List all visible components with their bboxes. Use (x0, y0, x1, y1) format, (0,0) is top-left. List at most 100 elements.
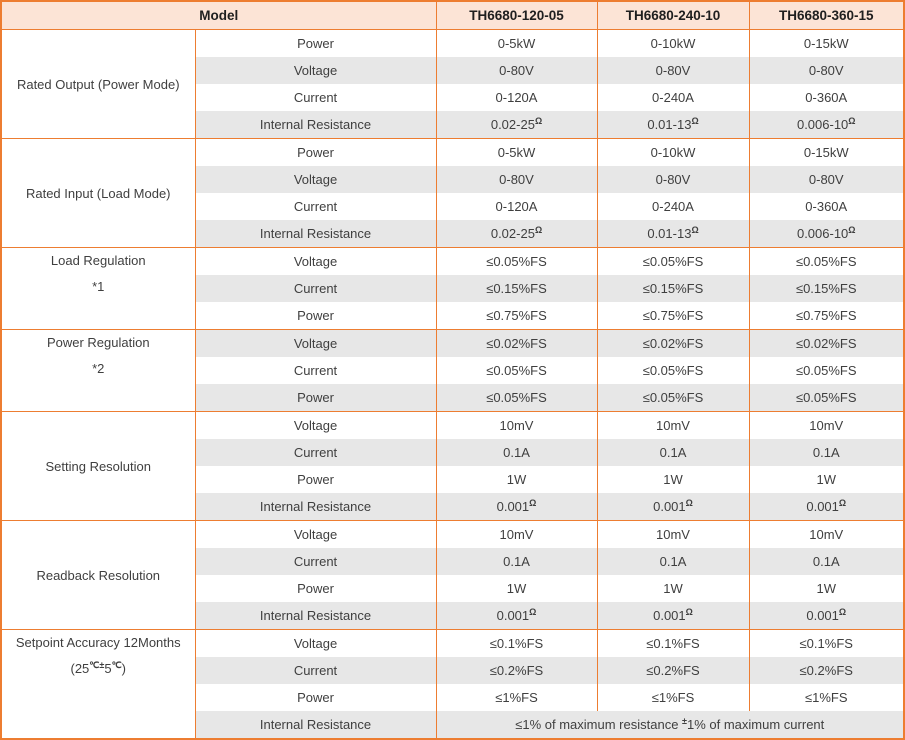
value-cell: ≤0.05%FS (596, 357, 750, 384)
value-cell: 0-5kW (435, 138, 598, 166)
table-row: Current ≤0.2%FS ≤0.2%FS ≤0.2%FS (1, 657, 905, 684)
value-cell: ≤0.02%FS (596, 329, 750, 357)
value-cell: 0-10kW (596, 138, 750, 166)
param-cell: Voltage (194, 520, 437, 548)
value-cell: 0.001Ω (596, 493, 750, 521)
param-cell: Power (194, 684, 437, 711)
table-row: Readback Resolution Voltage 10mV 10mV 10… (0, 520, 905, 630)
param-cell: Internal Resistance (194, 602, 437, 630)
param-cell: Current (194, 84, 437, 111)
param-cell: Voltage (194, 57, 437, 84)
table-row: Current 0.1A 0.1A 0.1A (1, 548, 905, 575)
value-cell: 0.02-25Ω (435, 111, 598, 139)
value-cell: 0-80V (435, 166, 598, 193)
model-column-2: TH6680-240-10 (596, 1, 750, 30)
group-label-rated-input: Rated Input (Load Mode) (0, 138, 196, 248)
table-row: Current 0-120A 0-240A 0-360A (1, 84, 905, 111)
value-cell: ≤0.05%FS (435, 384, 598, 412)
group-label-load-regulation: Load Regulation *1 (0, 247, 196, 330)
value-cell: ≤0.05%FS (596, 247, 750, 275)
param-cell: Power (194, 29, 437, 57)
param-cell: Current (194, 193, 437, 220)
value-cell: ≤1%FS (435, 684, 598, 711)
value-cell: 10mV (748, 411, 905, 439)
group-label-rated-output: Rated Output (Power Mode) (0, 29, 196, 139)
param-cell: Power (194, 466, 437, 493)
section-readback-resolution: Readback Resolution Voltage 10mV 10mV 10… (0, 520, 905, 630)
value-cell: ≤0.75%FS (435, 302, 598, 330)
value-cell: 0.1A (435, 439, 598, 466)
value-cell: 0-240A (596, 193, 750, 220)
table-row: Power ≤1%FS ≤1%FS ≤1%FS (1, 684, 905, 711)
section-load-regulation: Load Regulation *1 Voltage ≤0.05%FS ≤0.0… (0, 247, 905, 330)
value-cell: 0-15kW (748, 29, 905, 57)
value-cell: 0.1A (748, 439, 905, 466)
value-cell: 0.001Ω (596, 602, 750, 630)
param-cell: Internal Resistance (194, 711, 437, 739)
celsius-superscript: ℃± (89, 660, 105, 670)
value-cell: ≤0.1%FS (596, 629, 750, 657)
table-row: Internal Resistance 0.001Ω 0.001Ω 0.001Ω (1, 602, 905, 630)
table-row: Internal Resistance 0.02-25Ω 0.01-13Ω 0.… (1, 111, 905, 139)
param-cell: Current (194, 548, 437, 575)
table-row: Rated Input (Load Mode) Power 0-5kW 0-10… (0, 138, 905, 248)
ohm-superscript: Ω (529, 498, 537, 508)
ohm-superscript: Ω (848, 116, 856, 126)
ohm-superscript: Ω (529, 607, 537, 617)
param-cell: Current (194, 657, 437, 684)
value-cell: 0.1A (748, 548, 905, 575)
section-setpoint-accuracy: Setpoint Accuracy 12Months (25℃±5℃) Volt… (0, 629, 905, 739)
value-cell: ≤0.05%FS (748, 384, 905, 412)
value-cell: 0.001Ω (748, 602, 905, 630)
value-cell: ≤0.2%FS (435, 657, 598, 684)
value-cell: ≤0.05%FS (748, 247, 905, 275)
value-cell: 0-120A (435, 193, 598, 220)
value-cell: ≤0.15%FS (435, 275, 598, 302)
value-cell: 0.006-10Ω (748, 220, 905, 248)
table-row: Current ≤0.15%FS ≤0.15%FS ≤0.15%FS (1, 275, 905, 302)
value-cell: 0.01-13Ω (596, 111, 750, 139)
value-cell: 1W (596, 466, 750, 493)
section-power-regulation: Power Regulation *2 Voltage ≤0.02%FS ≤0.… (0, 329, 905, 412)
value-cell: 1W (748, 466, 905, 493)
value-cell: 10mV (435, 411, 598, 439)
value-cell: 1W (435, 466, 598, 493)
value-cell: 10mV (748, 520, 905, 548)
value-cell: ≤0.05%FS (435, 357, 598, 384)
value-cell: ≤0.2%FS (748, 657, 905, 684)
temperature-condition: (25℃±5℃) (70, 660, 127, 677)
table-row: Power ≤0.75%FS ≤0.75%FS ≤0.75%FS (1, 302, 905, 330)
ohm-superscript: Ω (838, 498, 847, 508)
value-cell: 0.001Ω (435, 602, 598, 630)
param-cell: Internal Resistance (194, 493, 437, 521)
param-cell: Voltage (194, 411, 437, 439)
group-label-setpoint-accuracy: Setpoint Accuracy 12Months (25℃±5℃) (0, 629, 196, 739)
section-setting-resolution: Setting Resolution Voltage 10mV 10mV 10m… (0, 411, 905, 521)
param-cell: Current (194, 357, 437, 384)
table-row: Internal Resistance 0.001Ω 0.001Ω 0.001Ω (1, 493, 905, 521)
value-cell: ≤0.15%FS (748, 275, 905, 302)
section-rated-output: Rated Output (Power Mode) Power 0-5kW 0-… (0, 29, 905, 139)
group-label-setting-resolution: Setting Resolution (0, 411, 196, 521)
table-row: Current 0-120A 0-240A 0-360A (1, 193, 905, 220)
group-footnote: *2 (92, 361, 105, 376)
ohm-superscript: Ω (685, 498, 693, 508)
ohm-superscript: Ω (691, 225, 699, 235)
merged-accuracy-cell: ≤1% of maximum resistance ±1% of maximum… (435, 711, 905, 739)
model-column-1: TH6680-120-05 (435, 1, 598, 30)
model-header-cell: Model (0, 1, 437, 30)
group-label-readback-resolution: Readback Resolution (0, 520, 196, 630)
ohm-superscript: Ω (534, 225, 543, 235)
table-row: Setting Resolution Voltage 10mV 10mV 10m… (0, 411, 905, 521)
value-cell: 0-80V (435, 57, 598, 84)
header-row: Model TH6680-120-05 TH6680-240-10 TH6680… (0, 1, 905, 30)
param-cell: Power (194, 575, 437, 602)
ohm-superscript: Ω (848, 225, 856, 235)
value-cell: ≤0.05%FS (596, 384, 750, 412)
value-cell: ≤0.02%FS (435, 329, 598, 357)
ohm-superscript: Ω (691, 116, 699, 126)
group-label-power-regulation: Power Regulation *2 (0, 329, 196, 412)
value-cell: 1W (435, 575, 598, 602)
